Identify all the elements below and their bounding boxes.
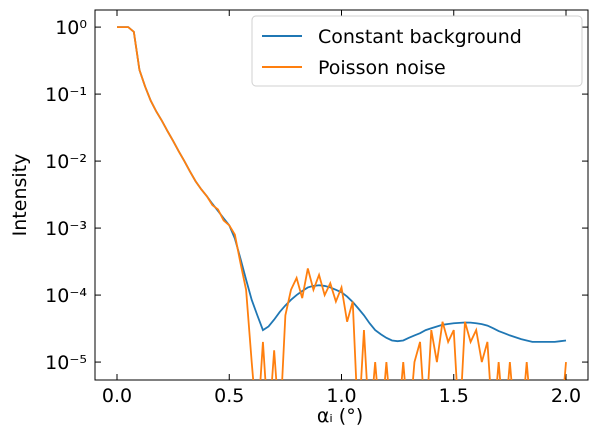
y-tick-label: 10⁻⁴ bbox=[45, 285, 87, 307]
y-tick-label: 10⁻⁵ bbox=[45, 352, 87, 374]
plot-area bbox=[117, 26, 567, 380]
x-tick-label: 1.0 bbox=[326, 385, 356, 407]
y-tick-label: 10⁻² bbox=[45, 151, 87, 173]
y-axis-label: Intensity bbox=[9, 154, 31, 237]
x-tick-label: 2.0 bbox=[551, 385, 581, 407]
x-tick-label: 1.5 bbox=[439, 385, 469, 407]
y-tick-label: 10⁻³ bbox=[45, 218, 87, 240]
x-axis-label: αᵢ (°) bbox=[317, 405, 363, 427]
x-tick-label: 0.0 bbox=[102, 385, 132, 407]
y-tick-label: 10⁰ bbox=[55, 17, 87, 39]
x-tick-label: 0.5 bbox=[214, 385, 244, 407]
legend-label: Constant background bbox=[318, 26, 522, 48]
data-line bbox=[117, 26, 567, 380]
y-tick-label: 10⁻¹ bbox=[45, 84, 87, 106]
legend-box bbox=[251, 15, 583, 87]
legend-label: Poisson noise bbox=[318, 57, 446, 79]
